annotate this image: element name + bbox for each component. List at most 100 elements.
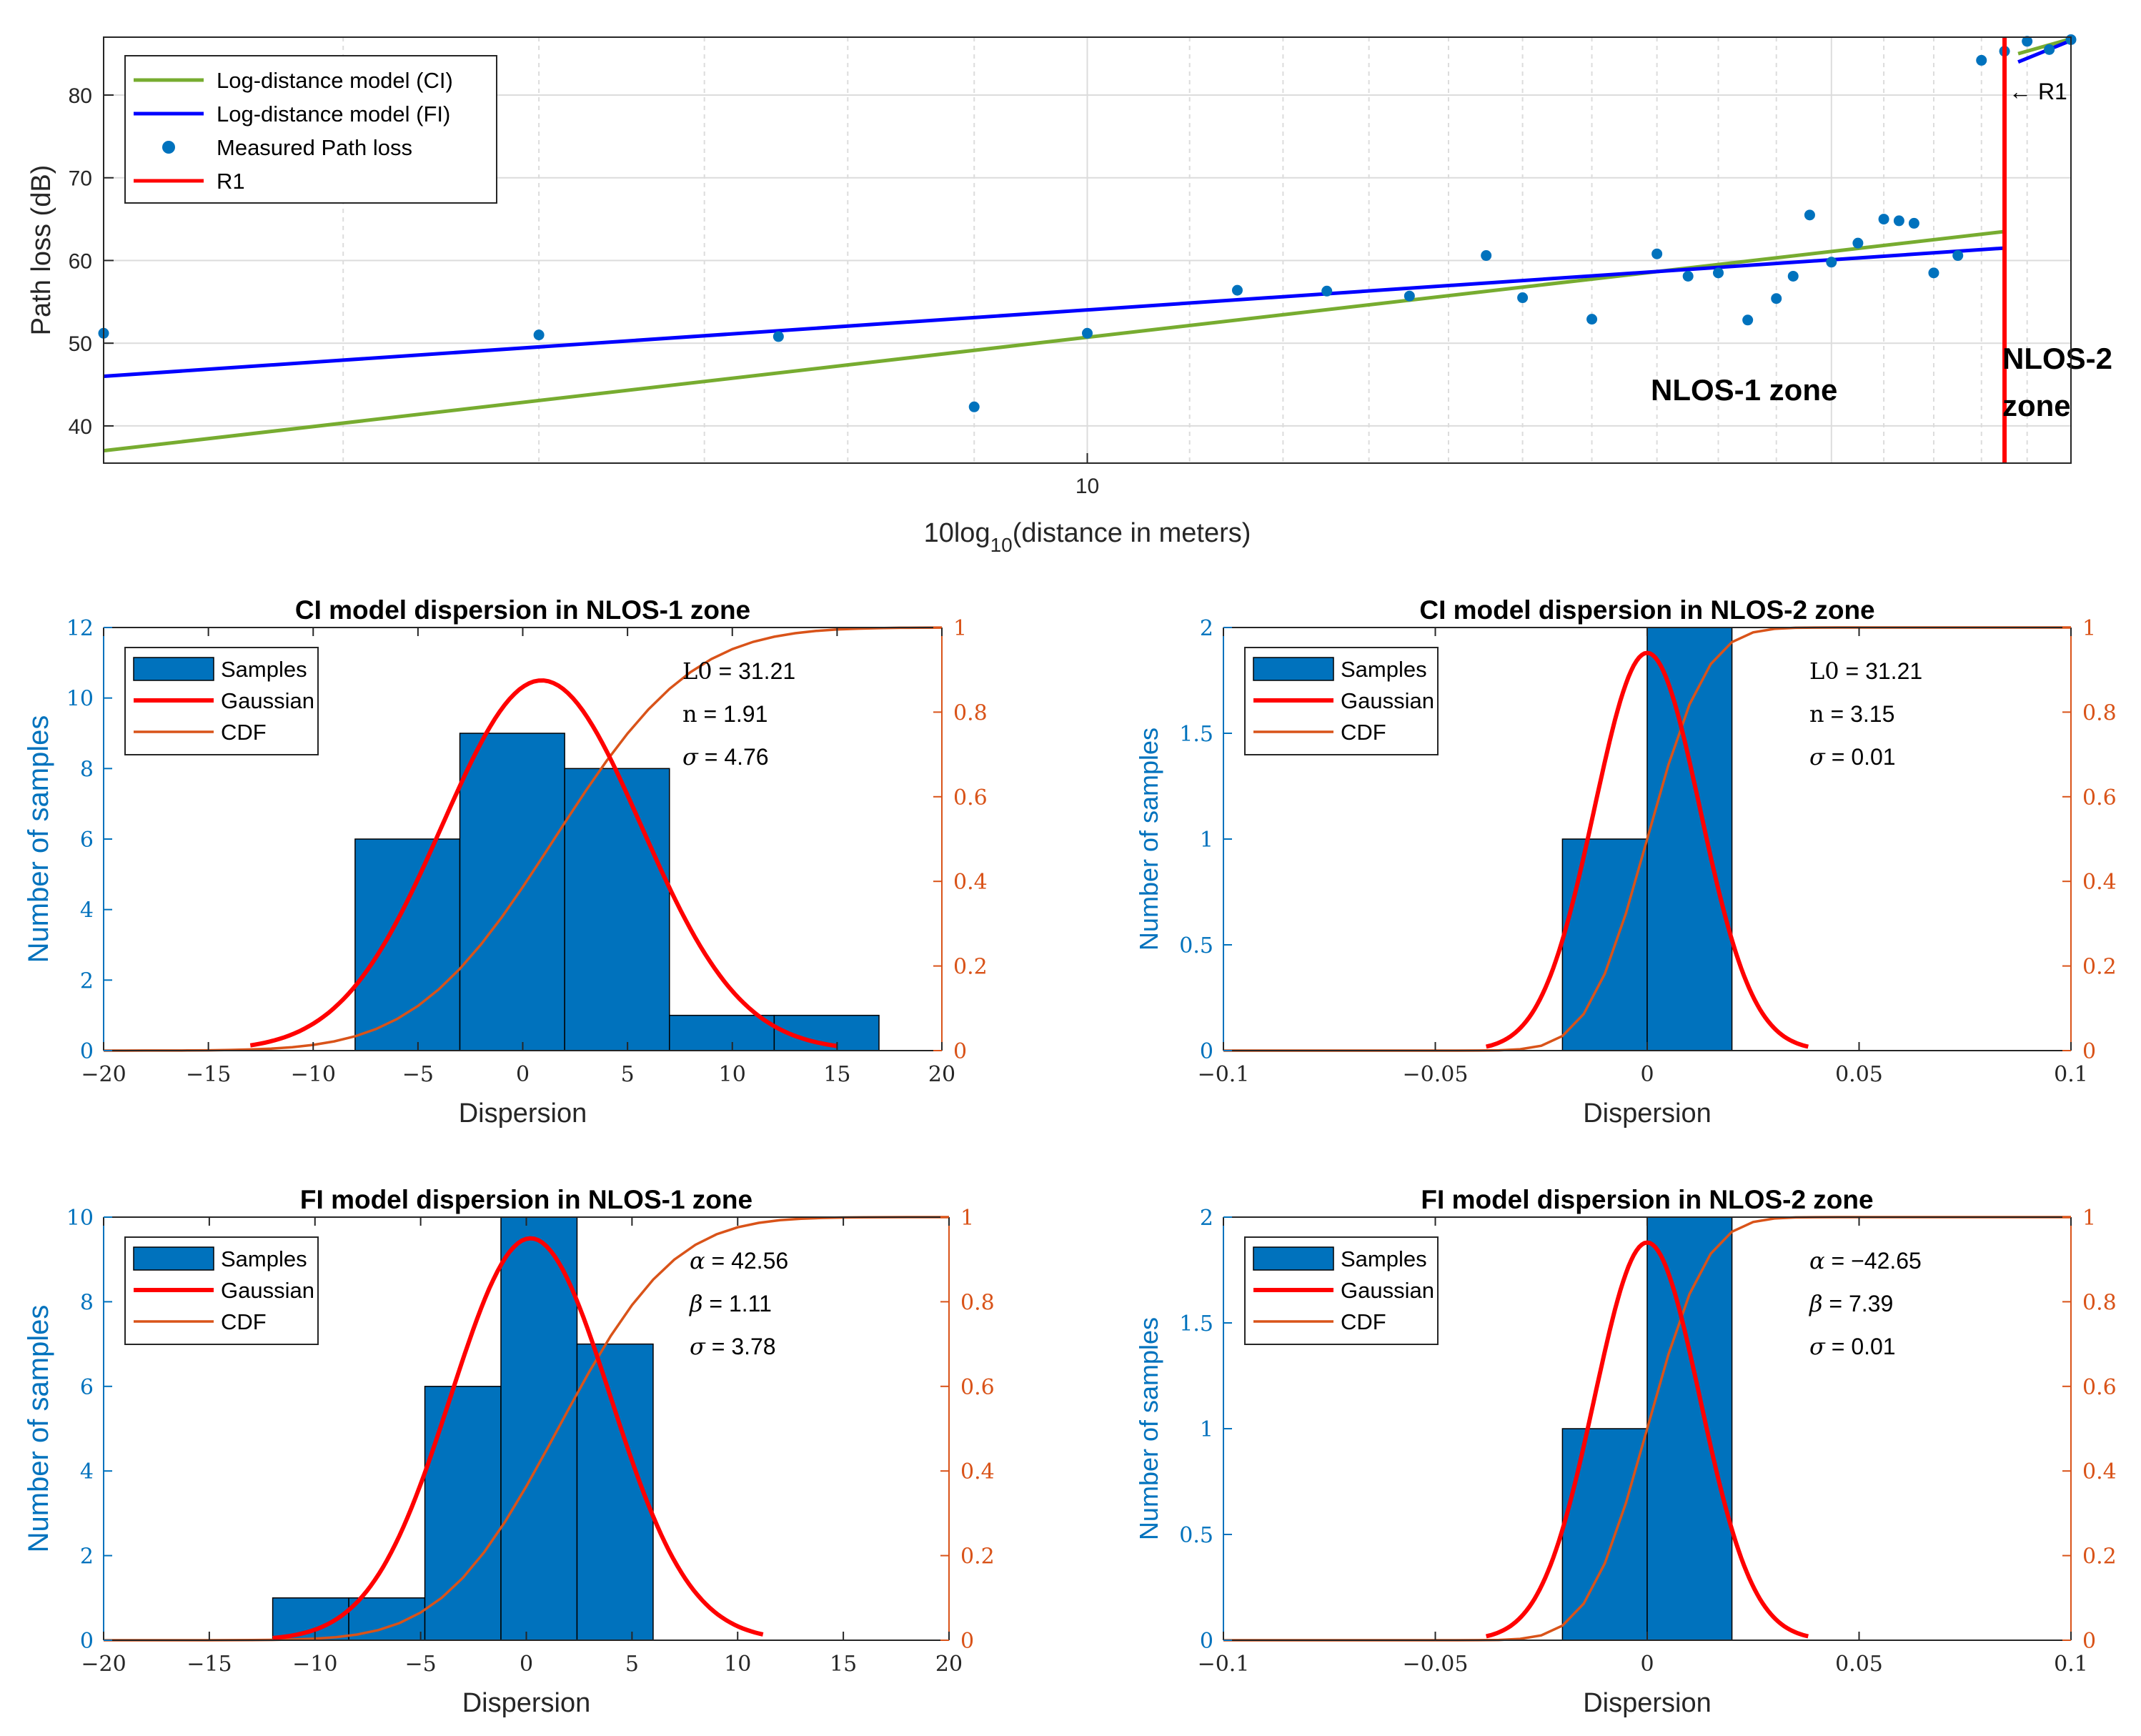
measured-point: [1682, 270, 1694, 282]
zone-label-nlos1: NLOS-1 zone: [1651, 373, 1837, 407]
zone-label-zone: zone: [2002, 389, 2071, 422]
ci2-annotation: σ = 0.01: [1809, 743, 1896, 770]
top-ytick-label: 40: [69, 415, 92, 439]
measured-point: [1804, 209, 1815, 221]
fi1-annotation-symbol: α: [690, 1247, 705, 1274]
ci1-annotation-symbol: L0: [682, 658, 712, 685]
ci2-x-axis-label: Dispersion: [1583, 1098, 1712, 1129]
fi2-y-axis-label: Number of samples: [1134, 1317, 1163, 1540]
ci2-ytick-label: 1.5: [1179, 722, 1213, 747]
ci2-gaussian-line: [1485, 650, 1809, 1049]
fi1-ytick-label: 6: [80, 1375, 94, 1400]
ci2-legend-label: Samples: [1341, 657, 1427, 682]
measured-point: [1651, 248, 1663, 259]
fi1-y2tick-label: 0.4: [960, 1459, 995, 1484]
fi1-y2tick-label: 0.8: [960, 1290, 995, 1315]
fi1-bar: [424, 1386, 502, 1641]
zone-label-nlos2: NLOS-2: [2002, 342, 2112, 375]
fi1-xtick-label: 0: [520, 1652, 533, 1677]
ci2-y-axis-label: Number of samples: [1134, 728, 1163, 951]
measured-point: [1481, 250, 1492, 262]
ci2-ytick-label: 0.5: [1179, 933, 1213, 958]
fi2-annotation-symbol: σ: [1809, 1333, 1826, 1360]
fi1-annotation: α = 42.56: [690, 1247, 788, 1274]
fi1-legend-label: Samples: [221, 1246, 307, 1271]
fi1-xtick-label: −15: [187, 1652, 232, 1677]
measured-point: [1878, 214, 1889, 225]
fi2-ytick-label: 1.5: [1179, 1311, 1213, 1336]
fi1-xtick-label: −10: [292, 1652, 337, 1677]
fi2-bar: [1646, 1216, 1733, 1641]
ci1-annotation-value: = 31.21: [712, 658, 796, 684]
measured-point: [1908, 217, 1919, 229]
fi2-y2tick-label: 0.2: [2082, 1544, 2117, 1569]
ci2-y2tick-label: 1: [2082, 616, 2096, 641]
fi1-bar: [500, 1216, 578, 1641]
fi2-ytick-label: 0.5: [1179, 1523, 1213, 1548]
measured-point: [968, 401, 980, 412]
ci2-annotation-value: = 0.01: [1825, 744, 1896, 770]
ci2-annotation: n = 3.15: [1809, 700, 1894, 728]
ci1-ytick-label: 2: [80, 968, 94, 993]
fi1-legend-label: CDF: [221, 1309, 267, 1334]
top-legend-label: Log-distance model (FI): [217, 101, 450, 127]
fi2-y2tick-label: 0.6: [2082, 1375, 2117, 1400]
ci1-y2tick-label: 0.4: [953, 870, 988, 895]
fi1-y2tick-label: 1: [960, 1206, 974, 1231]
ci2-xtick-label: −0.1: [1198, 1062, 1250, 1087]
ci2-annotation-value: = 31.21: [1839, 658, 1923, 684]
ci2-title: CI model dispersion in NLOS-2 zone: [1419, 595, 1874, 625]
ci1-bar: [459, 733, 565, 1051]
fi-model-line: [103, 246, 2005, 378]
fi1-y-axis-label: Number of samples: [23, 1305, 54, 1553]
fi1-xtick-label: −5: [405, 1652, 437, 1677]
ci-model-line-zone2: [2017, 36, 2072, 56]
fi1-ytick-label: 8: [80, 1290, 94, 1315]
fi1-ytick-label: 0: [80, 1629, 94, 1654]
top-legend-label: R1: [217, 169, 245, 194]
ci2-xtick-label: 0.1: [2054, 1062, 2088, 1087]
ci2-y2tick-label: 0.2: [2082, 955, 2117, 980]
ci1-y2tick-label: 0.6: [953, 785, 988, 810]
ci1-ytick-label: 0: [80, 1039, 94, 1064]
fi2-legend-label: CDF: [1341, 1309, 1386, 1334]
ci1-chart: −20 −15 −10 −5 0 5 10 15 2002468101200.20.40.60.…: [23, 595, 988, 1129]
fi1-annotation-value: = 1.11: [703, 1291, 772, 1316]
ci2-bar: [1646, 627, 1733, 1051]
top-x-axis-label-suffix: (distance in meters): [1013, 518, 1251, 548]
ci1-ytick-label: 8: [80, 757, 94, 782]
measured-point: [1771, 293, 1782, 304]
ci1-xtick-label: −10: [291, 1062, 336, 1087]
fi2-annotation: β = 7.39: [1809, 1290, 1893, 1317]
fi2-gaussian-line: [1485, 1240, 1809, 1639]
ci1-xtick-label: 15: [823, 1062, 850, 1087]
fi1-gaussian-line: [272, 1236, 764, 1640]
measured-point: [773, 331, 784, 342]
ci2-annotation-symbol: n: [1809, 700, 1824, 728]
measured-point: [2044, 44, 2055, 55]
fi2-y2tick-label: 0.8: [2082, 1290, 2117, 1315]
ci1-cdf-line: [104, 626, 943, 1052]
ci1-xtick-label: −15: [186, 1062, 231, 1087]
fi2-annotation-symbol: α: [1809, 1247, 1825, 1274]
ci1-annotation: L0 = 31.21: [682, 658, 795, 685]
fi2-annotation-value: = 0.01: [1825, 1334, 1896, 1359]
fi1-xtick-label: 10: [724, 1652, 751, 1677]
top-legend-label: Log-distance model (CI): [217, 68, 453, 93]
ci1-bar: [564, 768, 670, 1051]
ci1-ytick-label: 10: [66, 687, 94, 712]
fi2-title: FI model dispersion in NLOS-2 zone: [1421, 1185, 1873, 1214]
ci1-y2tick-label: 0.2: [953, 955, 988, 980]
top-ytick-label: 60: [69, 249, 92, 273]
measured-point: [1713, 267, 1724, 279]
ci1-legend-label: Gaussian: [221, 688, 314, 713]
top-frame: [103, 36, 2072, 464]
top-chart: 40 50 60 70 80 10 ← R1 NLOS-1 zone NLOS-2 zone Log…: [26, 34, 2112, 556]
ci2-ytick-label: 1: [1200, 828, 1213, 853]
ci1-annotation: n = 1.91: [682, 700, 768, 728]
fi2-x-axis-label: Dispersion: [1583, 1688, 1712, 1718]
fi1-y2tick-label: 0.2: [960, 1544, 995, 1569]
top-legend-label: Measured Path loss: [217, 135, 412, 160]
fi2-annotation-value: = −42.65: [1825, 1248, 1922, 1274]
ci2-legend-swatch-samples: [1253, 657, 1334, 681]
